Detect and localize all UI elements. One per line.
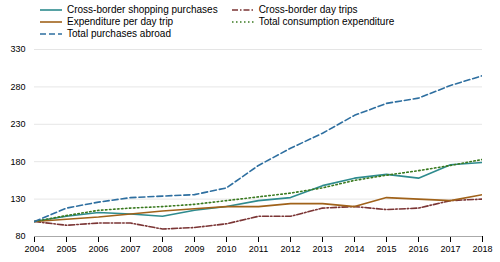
svg-text:2011: 2011 [249, 244, 268, 254]
svg-text:2005: 2005 [56, 244, 76, 254]
svg-text:2018: 2018 [472, 244, 492, 254]
svg-text:80: 80 [15, 231, 25, 241]
svg-text:330: 330 [10, 44, 25, 54]
svg-text:2007: 2007 [120, 244, 140, 254]
svg-text:2004: 2004 [24, 244, 44, 254]
svg-text:2015: 2015 [376, 244, 396, 254]
html-text:Cross-border shopping purchase: Cross-border shopping purchases [67, 4, 218, 15]
svg-text:2016: 2016 [408, 244, 428, 254]
svg-text:130: 130 [10, 194, 25, 204]
html-text:Total purchases abroad: Total purchases abroad [67, 28, 171, 39]
html-text:Expenditure per day trip: Expenditure per day trip [67, 16, 174, 27]
svg-text:230: 230 [10, 119, 25, 129]
svg-text:280: 280 [10, 82, 25, 92]
html-text:Total consumption expenditure: Total consumption expenditure [258, 16, 395, 27]
svg-text:2017: 2017 [440, 244, 460, 254]
svg-text:180: 180 [10, 157, 25, 167]
svg-text:2009: 2009 [184, 244, 204, 254]
html-text:Cross-border day trips: Cross-border day trips [258, 4, 358, 15]
svg-text:2008: 2008 [152, 244, 172, 254]
svg-text:2006: 2006 [88, 244, 108, 254]
svg-text:2012: 2012 [280, 244, 300, 254]
svg-text:2010: 2010 [216, 244, 236, 254]
svg-text:2014: 2014 [344, 244, 364, 254]
svg-text:2013: 2013 [312, 244, 332, 254]
